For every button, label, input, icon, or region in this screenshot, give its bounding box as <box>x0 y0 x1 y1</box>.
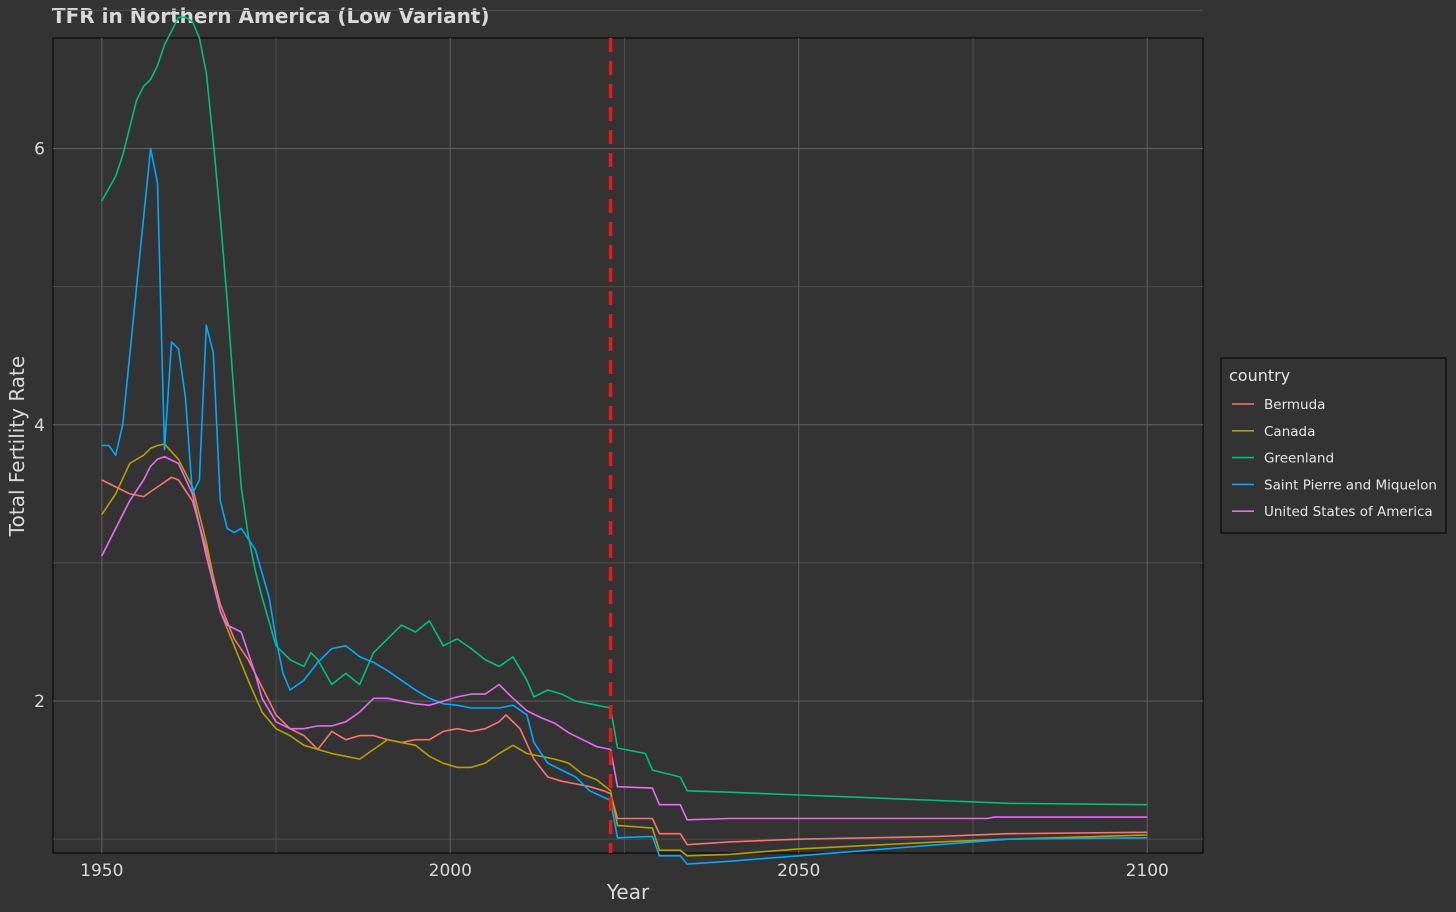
chart-title: TFR in Northern America (Low Variant) <box>52 4 490 28</box>
series-line <box>101 147 1148 865</box>
x-axis-title: Year <box>606 880 650 904</box>
legend-label: Saint Pierre and Miquelon <box>1264 477 1437 493</box>
y-tick-label: 4 <box>34 416 45 436</box>
y-axis-ticks: 2 4 6 <box>34 140 45 713</box>
legend-label: Greenland <box>1264 451 1334 467</box>
legend-box <box>1220 357 1447 534</box>
series-line <box>101 16 1148 806</box>
legend-label: Canada <box>1264 424 1315 440</box>
legend-title: country <box>1229 366 1290 385</box>
grid-major <box>53 38 1203 853</box>
x-axis-ticks: 1950 2000 2050 2100 <box>80 861 1169 881</box>
plot-border <box>52 37 1204 854</box>
y-axis-title: Total Fertility Rate <box>5 356 29 537</box>
grid-minor <box>53 9 1203 853</box>
legend-items: Bermuda Canada Greenland Saint Pierre and M… <box>1232 397 1437 520</box>
legend-label: United States of America <box>1264 504 1433 520</box>
series-line <box>101 476 1148 846</box>
x-tick-label: 2000 <box>429 861 472 881</box>
y-tick-label: 6 <box>34 140 45 160</box>
series-lines <box>101 16 1148 865</box>
y-tick-label: 2 <box>34 692 45 712</box>
x-tick-label: 2050 <box>777 861 820 881</box>
legend-label: Bermuda <box>1264 397 1325 413</box>
legend: country Bermuda Canada Greenland Saint Pier… <box>1220 357 1447 534</box>
series-line <box>101 455 1148 821</box>
x-tick-label: 1950 <box>80 861 123 881</box>
x-tick-label: 2100 <box>1126 861 1169 881</box>
plot-area <box>52 9 1204 865</box>
